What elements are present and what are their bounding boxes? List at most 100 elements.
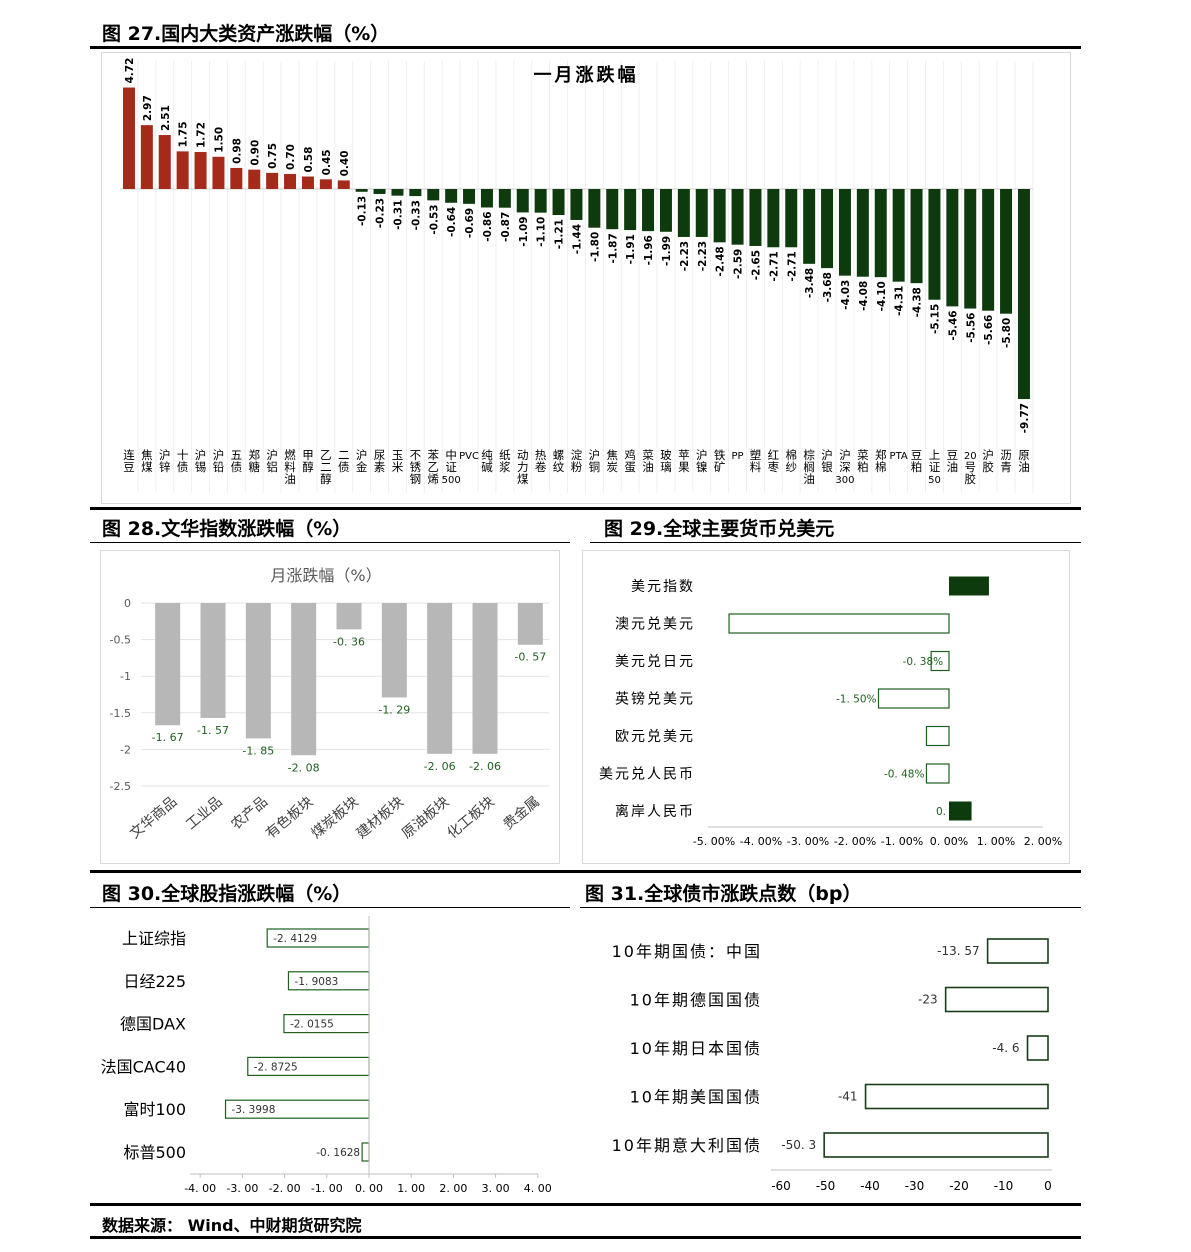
fig29-title: 图 29.全球主要货币兑美元	[604, 518, 835, 540]
fig27-bar	[731, 189, 744, 245]
fig28-rule	[90, 542, 570, 543]
fig27-category-label: 沪胶	[982, 448, 994, 474]
fig27-value-label: 0.40	[339, 150, 351, 176]
fig27-value-label: 4.72	[124, 58, 136, 84]
fig27-category-label: 沪锡	[195, 448, 207, 474]
fig31-chart: 10年期国债：中国 -13. 57 10年期德国国债 -23 10年期日本国债 -4. 6…	[612, 938, 1052, 1193]
fig27-bar	[248, 169, 261, 189]
fig27-bar	[946, 189, 959, 307]
fig27-bar	[838, 189, 851, 276]
fig28-ytick: -1.5	[110, 707, 131, 720]
fig27-value-label: -4.10	[876, 281, 888, 311]
fig27-bar	[856, 189, 869, 277]
fig27-value-label: 0.90	[249, 140, 261, 166]
fig28-category-label: 有色板块	[262, 793, 316, 842]
fig30-xtick: 4. 00	[524, 1182, 552, 1195]
fig27-category-label: 菜粕	[857, 448, 869, 474]
fig27-bar	[659, 189, 672, 232]
fig29-bar	[728, 613, 950, 634]
fig31-category-label: 10年期日本国债	[630, 1039, 762, 1058]
fig27-category-label: 热卷	[535, 448, 547, 474]
fig27-bottom-rule	[90, 507, 1081, 510]
fig30-category-label: 富时100	[123, 1100, 186, 1119]
fig29-category-label: 美元兑日元	[615, 654, 695, 670]
fig28-category-label: 文华商品	[127, 794, 180, 842]
fig27-bar	[194, 152, 207, 189]
fig27-category-label: 沪深 300	[835, 448, 854, 486]
fig27-category-label: 二债	[338, 448, 350, 474]
fig31-category-label: 10年期美国国债	[630, 1088, 762, 1107]
fig27-category-label: 豆油	[947, 448, 959, 474]
fig27-bar	[391, 189, 404, 196]
fig27-value-label: 1.50	[213, 127, 225, 153]
fig30-value-label: -1. 9083	[294, 976, 338, 988]
fig27-bar	[498, 189, 511, 208]
fig27-category-label: 焦煤	[141, 448, 153, 474]
fig28-ytick: -0.5	[110, 634, 131, 647]
fig27-bar	[319, 179, 332, 189]
fig27-value-label: -0.13	[357, 196, 369, 226]
fig27-category-label: 沪镍	[696, 448, 708, 474]
fig27-category-label: 纸浆	[499, 448, 511, 474]
fig27-value-label: -4.38	[912, 287, 924, 317]
fig30-value-label: -3. 3998	[232, 1104, 276, 1116]
fig28-ytick: 0	[124, 597, 131, 610]
fig27-category-label: 上证 50	[928, 448, 941, 486]
bottom-rule	[90, 1203, 1081, 1206]
fig27-category-label: 沪铝	[266, 448, 278, 474]
fig29-xtick: 1. 00%	[977, 835, 1015, 848]
fig27-category-label: 乙二醇	[320, 448, 332, 486]
fig27-value-label: -0.31	[392, 200, 404, 230]
fig31-panel: 10年期国债：中国 -13. 57 10年期德国国债 -23 10年期日本国债 -4. 6…	[580, 912, 1080, 1202]
fig27-value-label: -0.64	[446, 207, 458, 237]
fig30-xtick: -4. 00	[184, 1182, 216, 1195]
fig27-value-label: -5.15	[929, 304, 941, 334]
fig27-category-label: 连豆	[123, 448, 135, 474]
fig27-category-label: 沪锌	[159, 448, 171, 474]
fig31-title: 图 31.全球债市涨跌点数（bp）	[585, 883, 862, 905]
fig31-value-label: -13. 57	[937, 944, 980, 958]
fig27-bar	[445, 189, 458, 203]
fig28-value-label: -0. 57	[514, 651, 546, 664]
fig31-value-label: -50. 3	[781, 1138, 816, 1152]
mid-rule	[90, 870, 1081, 873]
fig27-bar	[606, 189, 619, 230]
fig27-category-label: 棕榈油	[803, 448, 815, 486]
fig27-bar	[427, 189, 440, 201]
fig27-bar	[534, 189, 547, 213]
fig29-rule	[590, 542, 1081, 543]
fig29-bar	[877, 688, 950, 709]
fig30-rule	[90, 907, 570, 908]
fig27-category-label: 沪铅	[213, 448, 225, 474]
fig31-xtick: -40	[860, 1179, 880, 1193]
fig28-category-label: 煤炭板块	[308, 794, 361, 842]
fig27-bar	[373, 189, 386, 194]
fig27-bar	[301, 176, 314, 189]
fig27-value-label: 1.72	[196, 122, 208, 148]
fig28-chart-title: 月涨跌幅（%）	[270, 566, 381, 585]
fig27-value-label: -1.80	[589, 232, 601, 262]
fig27-bar	[910, 189, 923, 284]
fig28-value-label: -1. 85	[242, 744, 274, 757]
fig31-value-label: -41	[838, 1090, 858, 1104]
fig27-bar	[749, 189, 762, 246]
fig28-bar	[291, 603, 317, 756]
fig27-top-rule	[90, 46, 1081, 49]
fig29-xtick: -5. 00%	[693, 835, 735, 848]
fig27-value-label: -5.80	[1001, 318, 1013, 348]
fig27-value-label: -2.59	[733, 249, 745, 279]
fig31-xtick: -20	[949, 1179, 969, 1193]
fig27-value-label: -4.03	[840, 280, 852, 310]
fig27-bar	[964, 189, 977, 309]
fig27-bar	[767, 189, 780, 248]
fig27-category-label: 菜油	[642, 448, 654, 474]
fig27-value-label: -1.91	[625, 234, 637, 264]
fig27-category-label: 原油	[1018, 448, 1029, 474]
fig27-bar	[552, 189, 565, 216]
fig27-value-label: -1.44	[571, 224, 583, 254]
fig31-xtick: -30	[905, 1179, 925, 1193]
fig28-bar	[427, 603, 453, 754]
fig30-title: 图 30.全球股指涨跌幅（%）	[102, 883, 352, 905]
fig29-value-label: -1. 50%	[836, 694, 877, 706]
fig30-value-label: -2. 4129	[273, 933, 317, 945]
